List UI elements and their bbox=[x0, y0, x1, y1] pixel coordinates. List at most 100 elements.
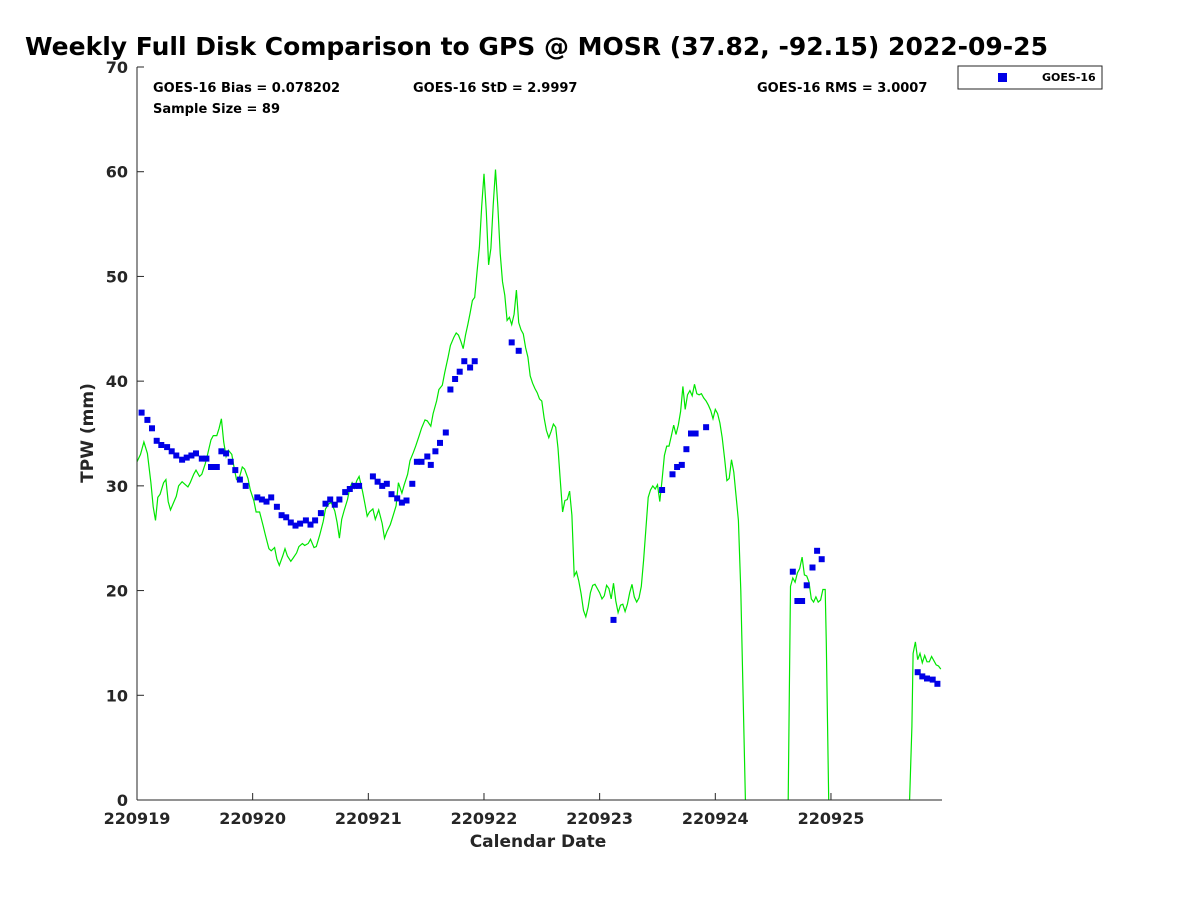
goes16-point-56 bbox=[427, 461, 434, 468]
goes16-point-55 bbox=[424, 453, 431, 460]
goes16-point-48 bbox=[388, 491, 395, 498]
y-tick-label-6: 60 bbox=[106, 163, 128, 182]
legend-box bbox=[957, 65, 1103, 90]
goes16-point-7 bbox=[173, 452, 180, 459]
goes16-point-79 bbox=[799, 598, 806, 604]
goes16-point-17 bbox=[223, 450, 230, 457]
goes16-point-18 bbox=[227, 458, 234, 465]
x-tick-label-4: 220923 bbox=[566, 809, 633, 828]
goes16-point-10 bbox=[188, 452, 195, 459]
goes16-point-77 bbox=[789, 568, 796, 575]
goes16-point-33 bbox=[307, 521, 314, 528]
goes16-point-41 bbox=[346, 486, 353, 492]
y-tick-label-5: 50 bbox=[106, 267, 128, 286]
goes16-point-88 bbox=[934, 680, 941, 687]
goes16-point-31 bbox=[297, 520, 304, 527]
goes16-point-63 bbox=[461, 358, 468, 365]
x-tick-label-3: 220922 bbox=[451, 809, 518, 828]
goes16-point-86 bbox=[924, 675, 930, 682]
goes16-point-29 bbox=[287, 519, 294, 526]
goes16-point-20 bbox=[236, 476, 243, 483]
goes16-point-64 bbox=[467, 364, 474, 371]
goes16-point-38 bbox=[331, 501, 338, 508]
goes16-point-83 bbox=[818, 556, 825, 563]
y-tick-label-1: 10 bbox=[106, 686, 128, 705]
goes16-point-87 bbox=[929, 676, 936, 683]
plot-area: 220919 220920 220921 220922 220923 220924 2209… bbox=[104, 58, 942, 828]
goes16-point-30 bbox=[292, 522, 299, 529]
gps-line-segment-0 bbox=[136, 169, 746, 801]
goes16-point-3 bbox=[153, 437, 160, 444]
goes16-point-6 bbox=[168, 448, 175, 455]
goes16-point-76 bbox=[703, 424, 710, 431]
rms-stat: GOES-16 RMS = 3.0007 bbox=[757, 81, 927, 96]
goes16-point-28 bbox=[283, 514, 290, 521]
goes16-point-59 bbox=[442, 429, 449, 436]
goes16-point-84 bbox=[914, 669, 921, 676]
series-layer bbox=[136, 169, 942, 801]
goes16-point-78 bbox=[794, 598, 801, 604]
goes16-point-49 bbox=[394, 495, 401, 502]
goes16-point-15 bbox=[213, 464, 220, 470]
goes16-point-35 bbox=[317, 510, 324, 517]
goes16-point-46 bbox=[379, 482, 386, 489]
goes16-point-34 bbox=[312, 517, 319, 524]
std-stat: GOES-16 StD = 2.9997 bbox=[413, 81, 577, 96]
goes16-point-58 bbox=[437, 439, 443, 446]
goes16-point-57 bbox=[432, 448, 439, 455]
x-tick-label-2: 220921 bbox=[335, 809, 402, 828]
goes16-point-75 bbox=[692, 430, 699, 437]
goes16-point-9 bbox=[183, 454, 190, 461]
gps-line-segment-2 bbox=[909, 641, 942, 801]
goes16-point-82 bbox=[814, 547, 821, 554]
goes16-point-12 bbox=[198, 455, 205, 462]
goes16-point-22 bbox=[254, 494, 261, 501]
goes16-point-65 bbox=[471, 358, 478, 365]
goes16-point-62 bbox=[456, 368, 463, 375]
goes16-point-68 bbox=[610, 616, 617, 623]
x-tick-label-0: 220919 bbox=[104, 809, 171, 828]
goes16-point-40 bbox=[342, 489, 349, 496]
y-ticks: 0 10 20 30 40 50 60 70 bbox=[106, 58, 144, 810]
x-ticks: 220919 220920 220921 220922 220923 220924 2209… bbox=[104, 793, 865, 828]
goes16-point-16 bbox=[218, 448, 225, 455]
goes16-point-26 bbox=[273, 503, 280, 510]
sample-size-stat: Sample Size = 89 bbox=[153, 102, 280, 117]
y-tick-label-2: 20 bbox=[106, 582, 128, 601]
goes16-point-14 bbox=[208, 464, 214, 470]
goes16-point-73 bbox=[683, 446, 690, 453]
goes16-point-81 bbox=[809, 564, 816, 571]
bias-stat: GOES-16 Bias = 0.078202 bbox=[153, 81, 340, 96]
x-tick-label-6: 220925 bbox=[798, 809, 865, 828]
goes16-point-67 bbox=[515, 347, 522, 354]
goes16-point-36 bbox=[322, 500, 329, 507]
goes16-point-42 bbox=[351, 482, 358, 489]
goes16-point-39 bbox=[336, 496, 343, 503]
goes16-point-21 bbox=[242, 482, 249, 489]
goes16-point-72 bbox=[678, 461, 685, 468]
goes16-point-71 bbox=[674, 464, 681, 470]
goes16-point-51 bbox=[403, 497, 410, 504]
goes16-point-50 bbox=[398, 499, 405, 506]
goes16-point-85 bbox=[919, 673, 926, 680]
goes16-point-5 bbox=[164, 444, 171, 451]
goes16-point-80 bbox=[803, 582, 810, 589]
goes16-point-66 bbox=[508, 339, 515, 346]
goes16-point-60 bbox=[447, 386, 454, 393]
y-tick-label-3: 30 bbox=[106, 477, 128, 496]
x-tick-label-1: 220920 bbox=[219, 809, 286, 828]
goes16-point-44 bbox=[369, 473, 376, 480]
goes16-point-52 bbox=[409, 480, 416, 487]
goes16-point-47 bbox=[383, 480, 390, 487]
goes16-point-61 bbox=[452, 376, 459, 382]
y-axis-label: TPW (mm) bbox=[78, 383, 98, 483]
x-axis-label: Calendar Date bbox=[470, 832, 607, 852]
goes16-point-70 bbox=[669, 471, 676, 478]
goes16-point-13 bbox=[203, 455, 210, 462]
goes16-point-53 bbox=[413, 458, 420, 465]
goes16-point-69 bbox=[659, 487, 666, 493]
goes16-point-2 bbox=[149, 425, 155, 432]
goes16-point-25 bbox=[268, 494, 275, 501]
goes16-point-37 bbox=[327, 496, 334, 503]
